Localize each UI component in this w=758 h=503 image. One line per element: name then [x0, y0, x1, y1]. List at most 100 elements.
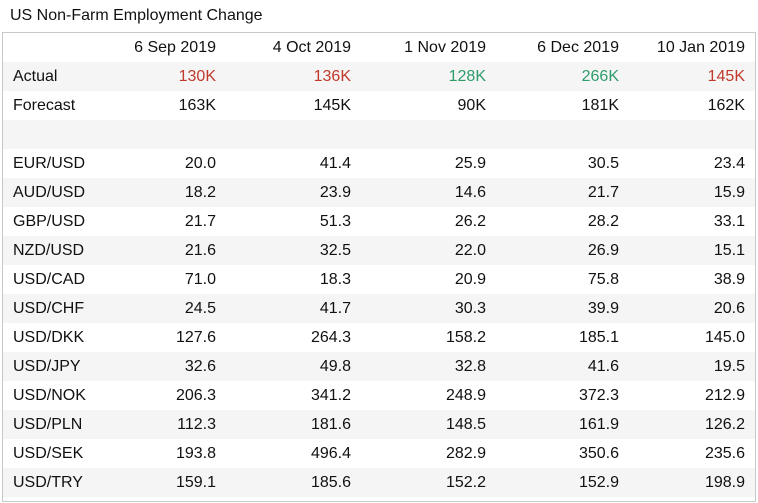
table-row: USD/JPY 32.6 49.8 32.8 41.6 19.5 — [3, 352, 755, 381]
header-cell: 4 Oct 2019 — [272, 38, 351, 56]
pair-value: 20.6 — [713, 299, 745, 317]
pair-label: USD/CAD — [13, 270, 86, 288]
pair-label: USD/JPY — [13, 357, 81, 375]
pair-label: USD/DKK — [13, 328, 85, 346]
pair-value: 152.9 — [578, 473, 619, 491]
pair-value: 198.9 — [704, 473, 745, 491]
spacer-row — [3, 120, 755, 149]
pair-value: 181.6 — [310, 415, 351, 433]
pair-value: 24.5 — [184, 299, 216, 317]
pair-label: USD/NOK — [13, 386, 86, 404]
pair-value: 22.0 — [454, 241, 486, 259]
pair-value: 152.2 — [445, 473, 486, 491]
pair-value: 158.2 — [445, 328, 486, 346]
pair-value: 145.0 — [704, 328, 745, 346]
forecast-cell: 90K — [457, 96, 486, 114]
pair-value: 21.7 — [587, 183, 619, 201]
actual-cell: 128K — [448, 67, 486, 85]
pair-value: 185.1 — [578, 328, 619, 346]
pair-value: 39.9 — [587, 299, 619, 317]
pair-value: 248.9 — [445, 386, 486, 404]
row-label: Actual — [13, 67, 58, 85]
pair-value: 18.2 — [184, 183, 216, 201]
pair-value: 282.9 — [445, 444, 486, 462]
pair-value: 126.2 — [704, 415, 745, 433]
pair-value: 75.8 — [587, 270, 619, 288]
forecast-cell: 163K — [178, 96, 216, 114]
pair-value: 26.2 — [454, 212, 486, 230]
pair-value: 28.2 — [587, 212, 619, 230]
actual-row: Actual 130K 136K 128K 266K 145K — [3, 62, 755, 91]
pair-value: 235.6 — [704, 444, 745, 462]
pair-value: 21.7 — [184, 212, 216, 230]
pair-value: 496.4 — [310, 444, 351, 462]
pair-value: 49.8 — [319, 357, 351, 375]
actual-cell: 136K — [313, 67, 351, 85]
pair-value: 25.9 — [454, 154, 486, 172]
actual-cell: 130K — [178, 67, 216, 85]
pair-value: 20.9 — [454, 270, 486, 288]
pair-value: 212.9 — [704, 386, 745, 404]
pair-value: 51.3 — [319, 212, 351, 230]
pair-value: 15.1 — [713, 241, 745, 259]
pair-label: EUR/USD — [13, 154, 86, 172]
pair-value: 26.9 — [587, 241, 619, 259]
pair-value: 206.3 — [175, 386, 216, 404]
forecast-cell: 181K — [581, 96, 619, 114]
pair-value: 32.8 — [454, 357, 486, 375]
pair-value: 193.8 — [175, 444, 216, 462]
table-row: NZD/USD 21.6 32.5 22.0 26.9 15.1 — [3, 236, 755, 265]
pair-label: USD/SEK — [13, 444, 84, 462]
table-row: USD/CAD 71.0 18.3 20.9 75.8 38.9 — [3, 265, 755, 294]
pair-value: 41.4 — [319, 154, 351, 172]
pair-value: 30.3 — [454, 299, 486, 317]
pair-label: USD/CHF — [13, 299, 85, 317]
pair-value: 38.9 — [713, 270, 745, 288]
pair-label: GBP/USD — [13, 212, 86, 230]
pair-value: 127.6 — [175, 328, 216, 346]
table-row: USD/PLN 112.3 181.6 148.5 161.9 126.2 — [3, 410, 755, 439]
pair-label: NZD/USD — [13, 241, 85, 259]
pair-value: 112.3 — [177, 415, 216, 433]
pair-value: 161.9 — [578, 415, 619, 433]
table-row: USD/CHF 24.5 41.7 30.3 39.9 20.6 — [3, 294, 755, 323]
header-cell: 1 Nov 2019 — [404, 38, 486, 56]
pair-value: 32.5 — [319, 241, 351, 259]
forecast-cell: 145K — [313, 96, 351, 114]
pair-value: 19.5 — [713, 357, 745, 375]
pair-value: 71.0 — [184, 270, 216, 288]
pair-value: 148.5 — [445, 415, 486, 433]
pair-value: 33.1 — [713, 212, 745, 230]
table-row: EUR/USD 20.0 41.4 25.9 30.5 23.4 — [3, 149, 755, 178]
pair-value: 350.6 — [578, 444, 619, 462]
pair-label: AUD/USD — [13, 183, 86, 201]
table-row: GBP/USD 21.7 51.3 26.2 28.2 33.1 — [3, 207, 755, 236]
table-row: USD/SEK 193.8 496.4 282.9 350.6 235.6 — [3, 439, 755, 468]
pair-value: 372.3 — [578, 386, 619, 404]
pair-value: 264.3 — [310, 328, 351, 346]
pair-value: 23.9 — [319, 183, 351, 201]
actual-cell: 266K — [581, 67, 619, 85]
pair-value: 41.6 — [587, 357, 619, 375]
pair-label: USD/TRY — [13, 473, 83, 491]
table-title: US Non-Farm Employment Change — [10, 7, 263, 24]
pair-value: 159.1 — [175, 473, 216, 491]
pair-value: 30.5 — [587, 154, 619, 172]
table-row: AUD/USD 18.2 23.9 14.6 21.7 15.9 — [3, 178, 755, 207]
pair-value: 341.2 — [310, 386, 351, 404]
pair-value: 21.6 — [184, 241, 216, 259]
pair-value: 32.6 — [184, 357, 216, 375]
pair-value: 41.7 — [319, 299, 351, 317]
pair-value: 23.4 — [713, 154, 745, 172]
pair-value: 185.6 — [310, 473, 351, 491]
header-cell: 10 Jan 2019 — [656, 38, 745, 56]
table-header-row: 6 Sep 2019 4 Oct 2019 1 Nov 2019 6 Dec 2… — [3, 33, 755, 62]
table-row: USD/NOK 206.3 341.2 248.9 372.3 212.9 — [3, 381, 755, 410]
header-cell: 6 Sep 2019 — [134, 38, 216, 56]
pair-value: 14.6 — [454, 183, 486, 201]
pair-label: USD/PLN — [13, 415, 83, 433]
header-cell: 6 Dec 2019 — [537, 38, 619, 56]
forecast-cell: 162K — [707, 96, 745, 114]
pair-value: 20.0 — [184, 154, 216, 172]
pair-value: 15.9 — [713, 183, 745, 201]
